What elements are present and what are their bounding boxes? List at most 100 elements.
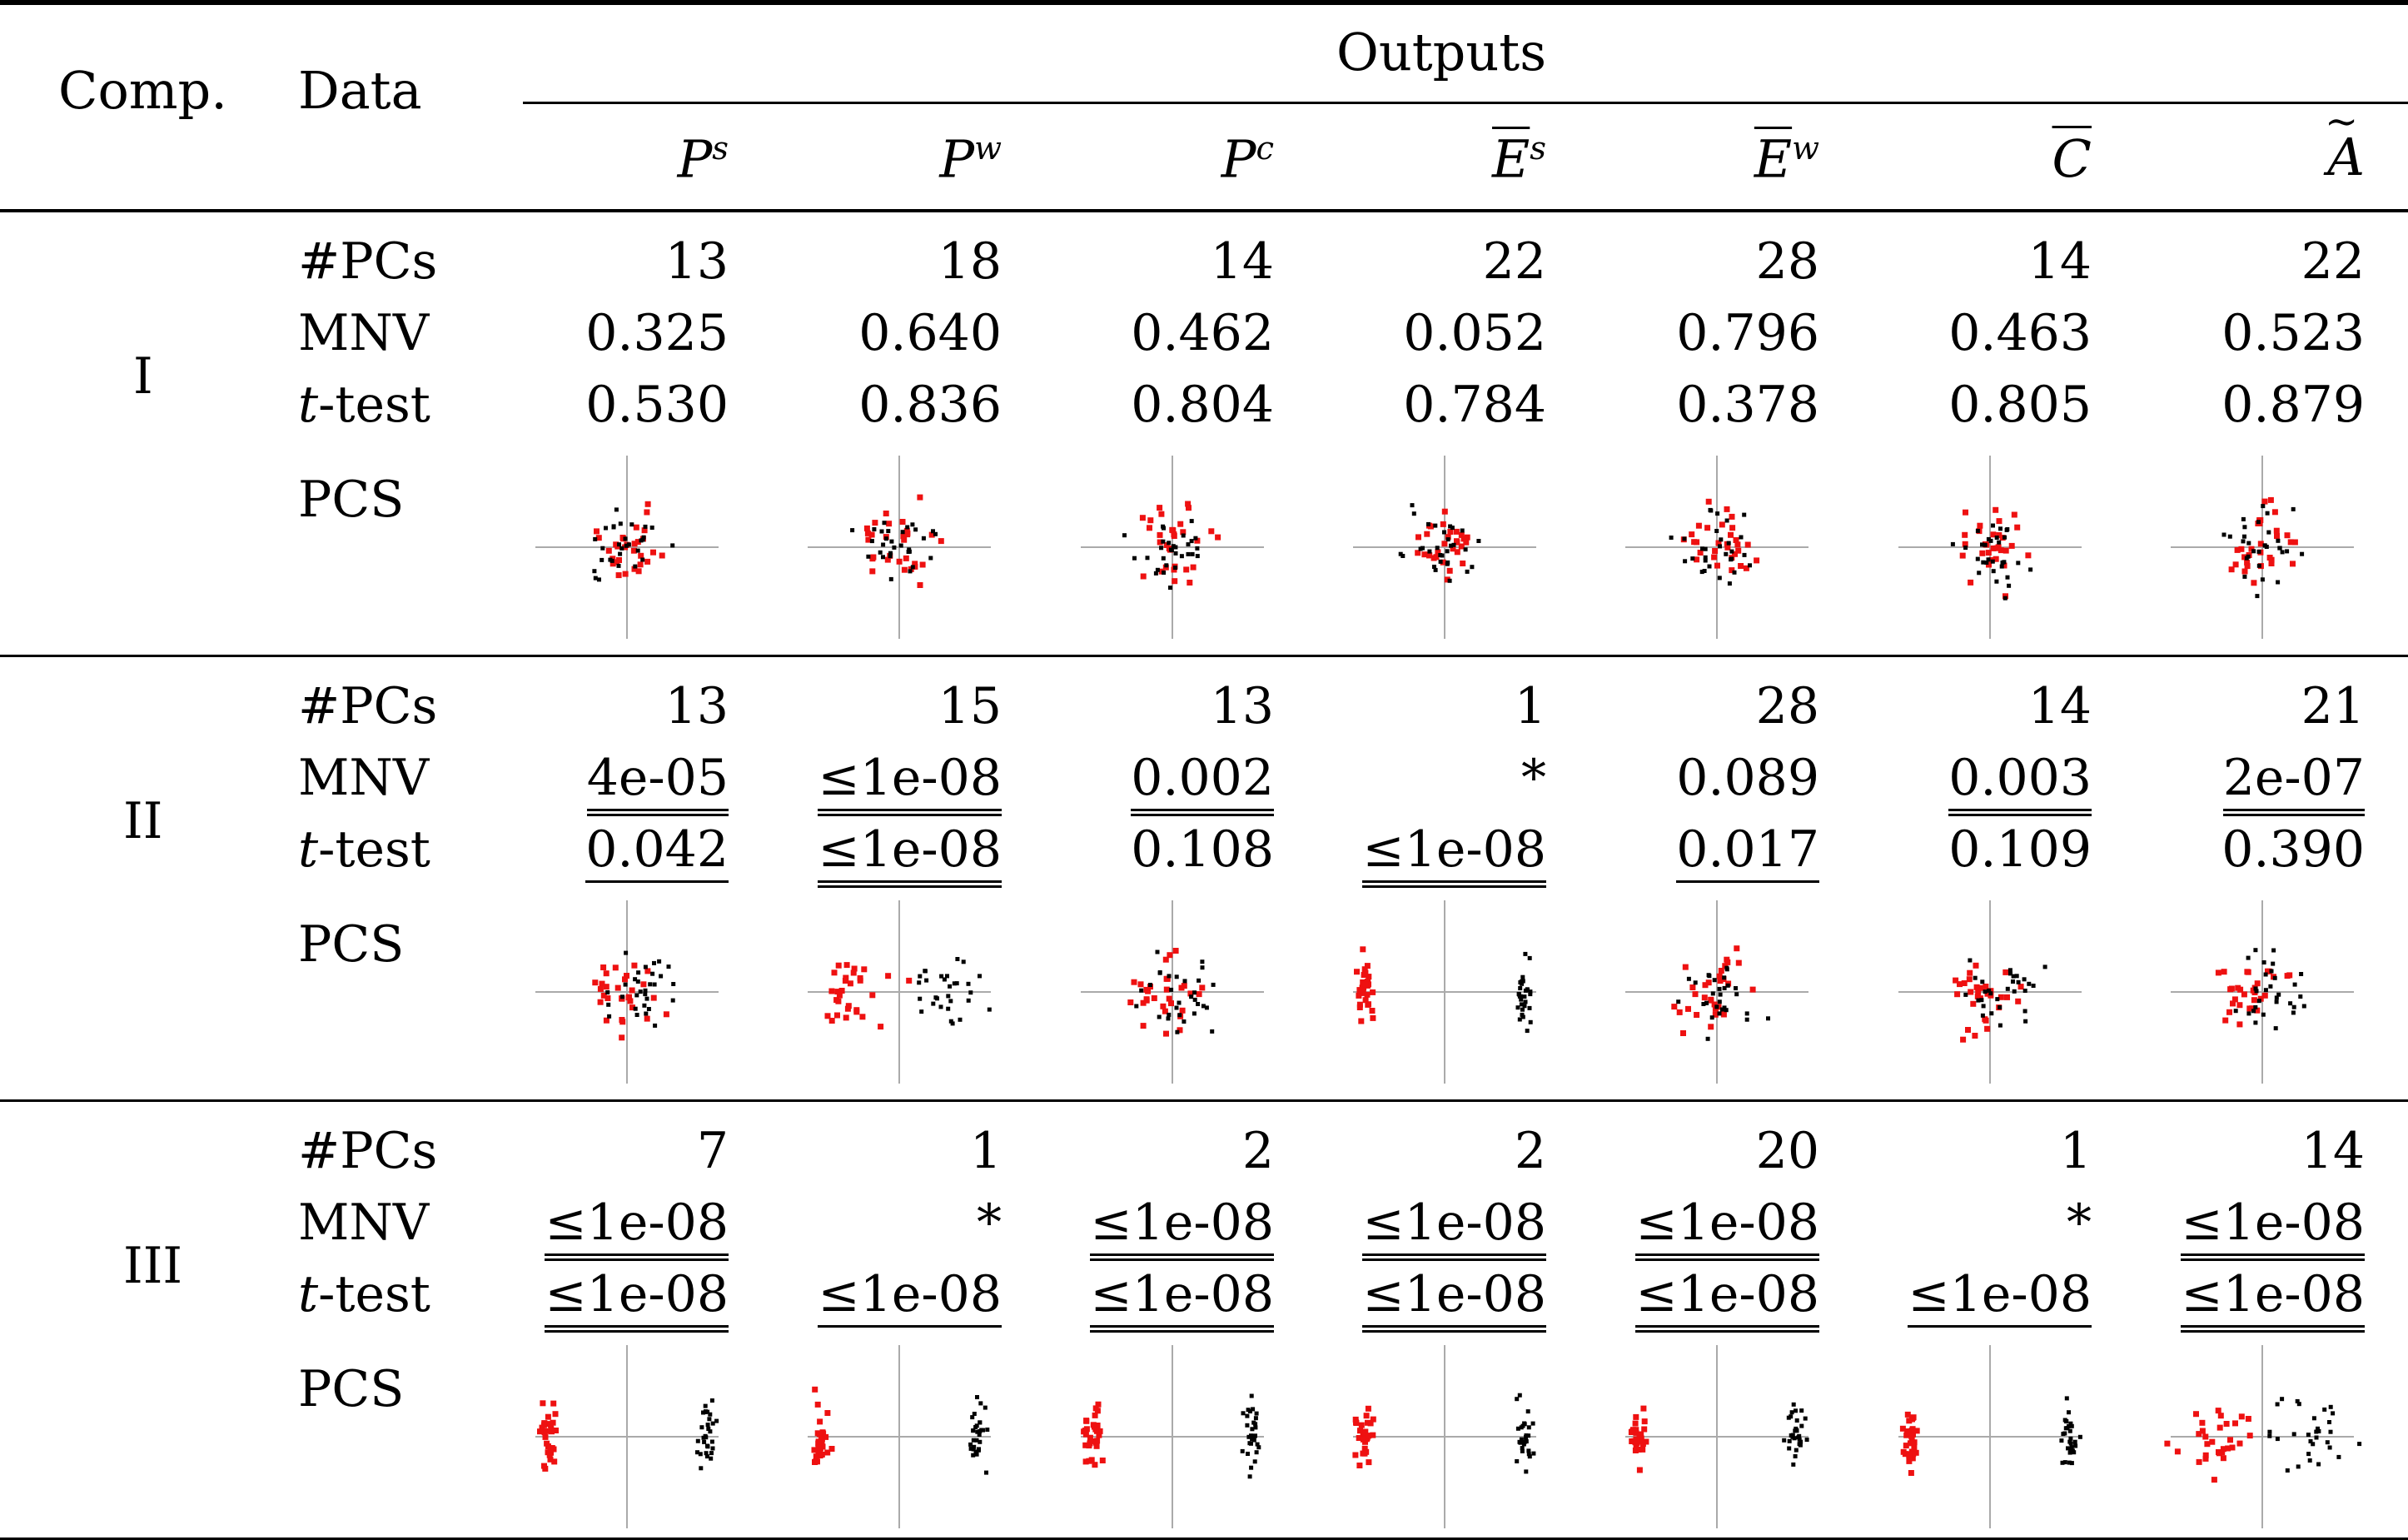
pcs-point-group-a: [817, 1453, 823, 1459]
pcs-point-group-b: [2064, 1418, 2068, 1423]
pcs-point-group-a: [938, 538, 944, 545]
pcs-point-group-a: [1163, 975, 1170, 982]
pcs-count-value: 21: [2301, 677, 2365, 735]
pcs-point-group-a: [1984, 990, 1991, 997]
pcs-point-group-b: [917, 980, 922, 985]
pcs-point-group-a: [2236, 1021, 2243, 1028]
pcs-point-group-b: [931, 529, 935, 534]
pcs-point-group-a: [1158, 511, 1165, 517]
pcs-point-group-a: [2215, 969, 2221, 976]
pcs-point-group-a: [1908, 1470, 1914, 1476]
pcs-point-group-a: [813, 1453, 819, 1460]
pcs-point-group-a: [2219, 1449, 2226, 1456]
pcs-point-group-b: [1519, 1002, 1524, 1007]
pcs-point-group-a: [815, 1444, 822, 1451]
pcs-scatter-plot: [535, 900, 719, 1084]
pcs-point-group-a: [1178, 984, 1185, 991]
pcs-point-group-a: [1640, 1405, 1647, 1412]
pcs-point-group-b: [1523, 999, 1528, 1004]
pcs-point-group-b: [644, 996, 649, 1001]
pcs-point-group-a: [1446, 567, 1453, 574]
pcs-point-group-a: [553, 1428, 559, 1433]
pcs-point-group-b: [1161, 556, 1166, 561]
mnv-value: ≤1e-08: [479, 1194, 729, 1261]
pcs-point-group-b: [1249, 1434, 1254, 1439]
outputs-header: Outputs: [1336, 22, 1547, 82]
pcs-point-group-b: [666, 964, 671, 969]
pcs-point-group-a: [1157, 539, 1163, 546]
pcs-count-value: 22: [1482, 232, 1546, 291]
pcs-point-group-a: [1734, 541, 1741, 548]
pcs-point-group-b: [607, 1014, 612, 1019]
pcs-point-group-b: [1739, 535, 1744, 540]
pcs-point-group-b: [1782, 1438, 1787, 1443]
pcs-point-group-a: [843, 974, 849, 981]
pcs-point-group-a: [1694, 539, 1700, 546]
pcs-count-value: 7: [696, 1122, 729, 1180]
t-test-value: ≤1e-08: [1024, 1265, 1274, 1333]
pcs-point-group-b: [2069, 1423, 2074, 1428]
pcs-point-group-a: [1711, 554, 1718, 561]
pcs-point-group-a: [1366, 1459, 1372, 1466]
pcs-point-group-b: [1171, 544, 1176, 549]
pcs-point-group-b: [1200, 959, 1205, 964]
pcs-point-group-b: [2256, 549, 2261, 554]
pcs-point-group-a: [644, 968, 651, 974]
pcs-point-group-a: [1904, 1411, 1911, 1418]
pcs-point-group-a: [1094, 1423, 1101, 1428]
t-test-value: 0.805: [1842, 380, 2092, 430]
pcs-count-value: 15: [938, 677, 1002, 735]
pcs-point-group-a: [2273, 527, 2280, 534]
pcs-point-group-b: [1977, 571, 1982, 576]
pcs-point-group-a: [2261, 992, 2268, 999]
row-label-pcs-count: #PCs: [298, 232, 438, 291]
pcs-point-group-a: [813, 1458, 819, 1465]
pcs-point-group-a: [1131, 979, 1137, 985]
pcs-point-group-a: [2215, 1408, 2221, 1414]
t-test-value-text: ≤1e-08: [1908, 1265, 2092, 1328]
pcs-point-group-a: [1187, 990, 1194, 997]
pcs-point-group-a: [2204, 1441, 2211, 1448]
pcs-point-group-a: [1996, 532, 2003, 538]
pcs-point-group-a: [900, 533, 907, 540]
pcs-point-group-a: [1993, 506, 1999, 513]
pcs-point-group-b: [2256, 520, 2261, 525]
pcs-point-group-a: [2003, 547, 2009, 554]
pcs-point-group-b: [918, 974, 923, 979]
pcs-point-group-b: [2300, 551, 2305, 556]
pcs-point-group-a: [1722, 963, 1729, 969]
pcs-point-group-a: [2265, 968, 2271, 974]
pcs-point-group-a: [1415, 534, 1421, 541]
pcs-point-group-b: [593, 536, 598, 541]
pcs-point-group-a: [2245, 1416, 2251, 1422]
pcs-point-group-b: [643, 524, 648, 529]
pcs-point-group-a: [1911, 1444, 1918, 1450]
pcs-point-group-a: [1356, 1435, 1362, 1441]
pcs-point-group-b: [2069, 1461, 2074, 1466]
pcs-point-group-b: [639, 538, 644, 543]
pcs-point-group-b: [946, 1006, 951, 1011]
pcs-point-group-b: [2244, 556, 2249, 561]
pcs-count-value: 13: [1210, 677, 1274, 735]
pcs-point-group-b: [2336, 1454, 2341, 1459]
pcs-point-group-b: [1445, 560, 1450, 565]
pcs-point-group-b: [2288, 1001, 2293, 1006]
pcs-point-group-a: [1366, 974, 1372, 980]
pcs-point-group-a: [547, 1421, 554, 1428]
pcs-point-group-a: [1086, 1443, 1092, 1449]
mnv-value: *: [1842, 1198, 2092, 1248]
pcs-point-group-b: [1204, 1005, 1209, 1010]
pcs-point-group-b: [2011, 979, 2015, 984]
pcs-point-group-a: [1362, 981, 1369, 988]
pcs-point-group-a: [2290, 561, 2296, 567]
mnv-value: 0.523: [2115, 308, 2365, 358]
column-header-symbol: A: [2327, 127, 2365, 187]
pcs-point-group-b: [1442, 530, 1446, 535]
pcs-point-group-b: [1724, 965, 1729, 970]
pcs-point-group-b: [928, 556, 933, 561]
pcs-point-group-b: [1518, 986, 1523, 990]
pcs-point-group-b: [1963, 546, 1968, 551]
pcs-point-group-b: [652, 982, 657, 987]
pcs-point-group-a: [896, 558, 903, 565]
pcs-point-group-b: [1717, 576, 1722, 581]
